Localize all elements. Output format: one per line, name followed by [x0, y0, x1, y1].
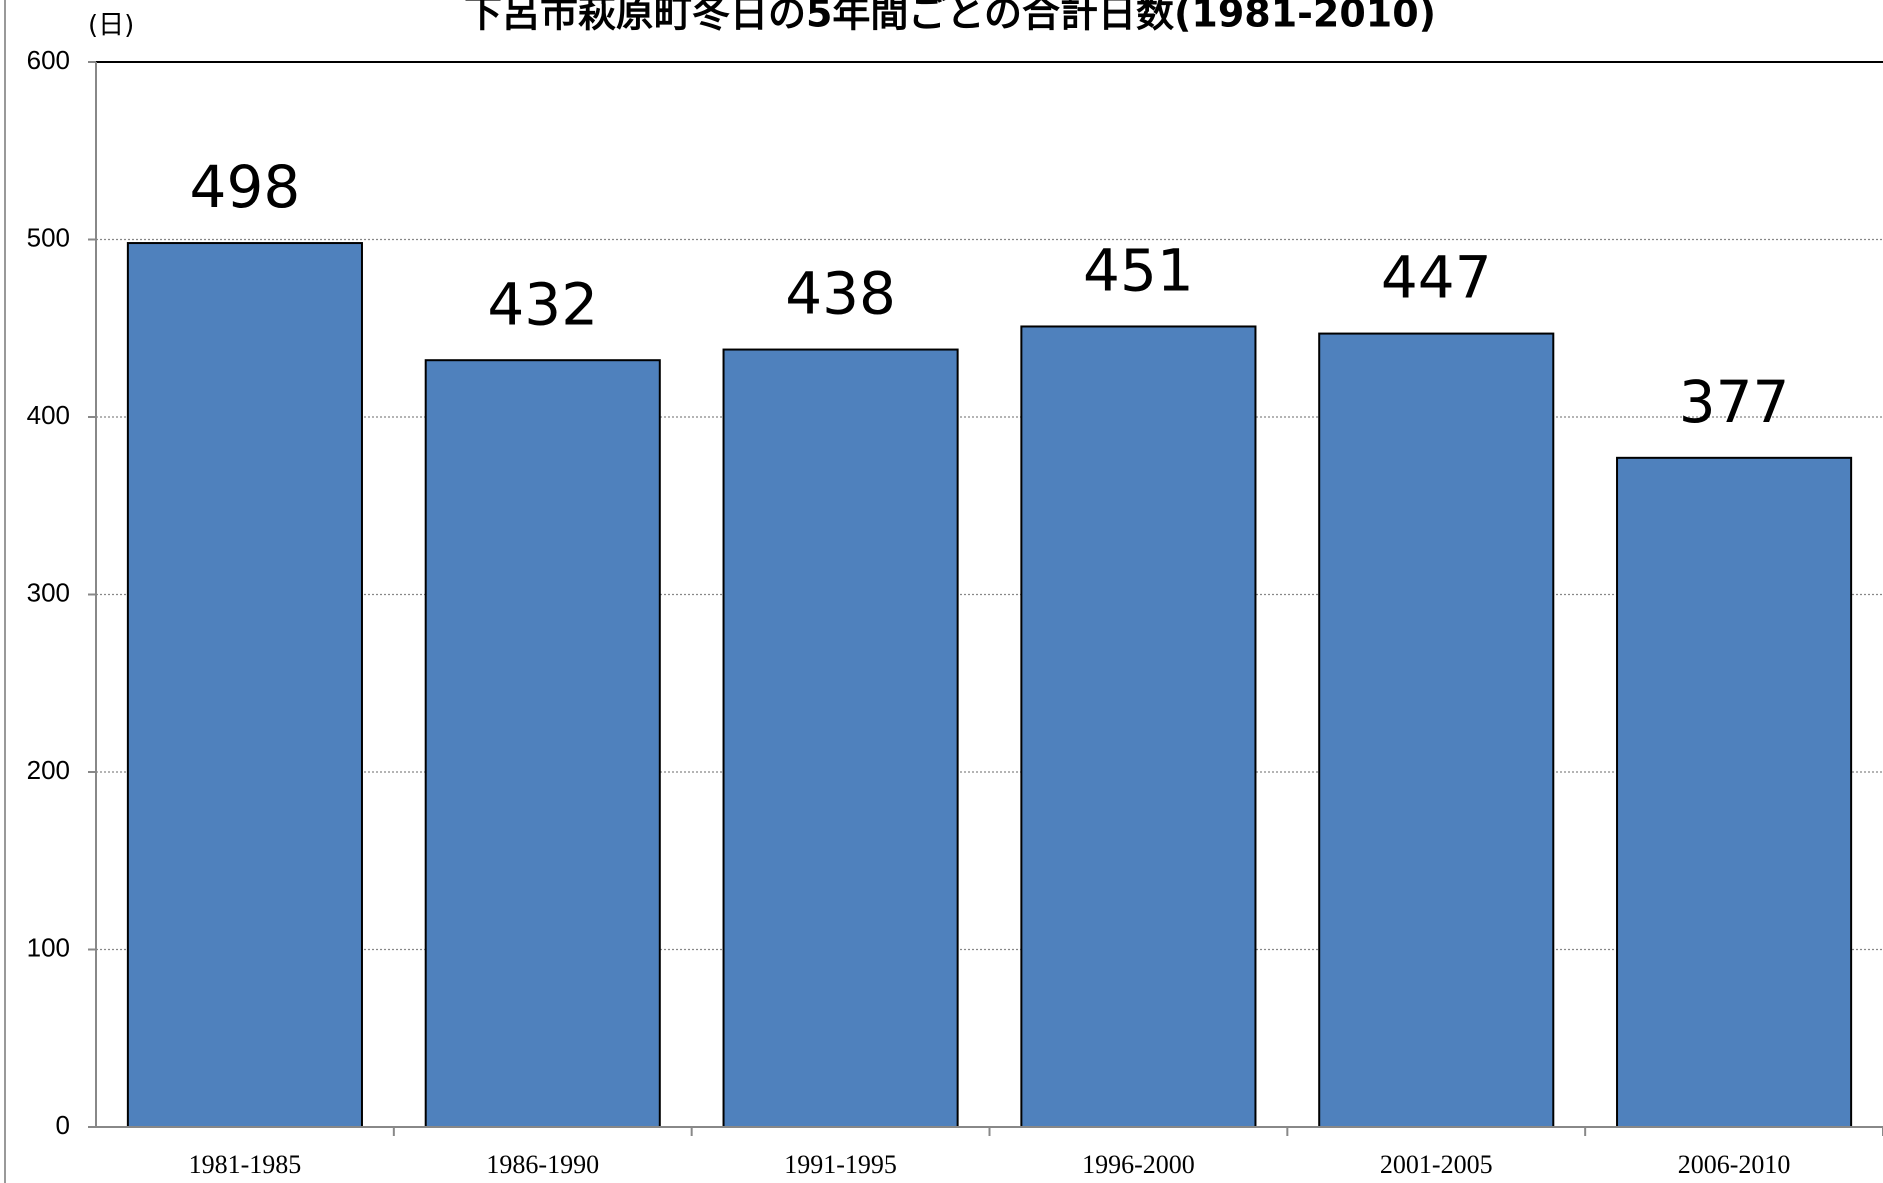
bar	[1318, 332, 1555, 1128]
value-label: 432	[487, 270, 598, 338]
y-tick-label: 0	[56, 1110, 70, 1140]
x-tick-label: 1991-1995	[784, 1150, 897, 1179]
bar	[1616, 456, 1853, 1128]
bar	[1020, 325, 1257, 1129]
bar	[722, 348, 959, 1128]
y-tick-label: 200	[27, 755, 70, 785]
y-tick-label: 500	[27, 222, 70, 252]
x-tick-label: 2006-2010	[1678, 1150, 1791, 1179]
y-tick-label: 100	[27, 932, 70, 962]
bar	[424, 359, 661, 1128]
x-tick-label: 1981-1985	[189, 1150, 302, 1179]
value-label: 438	[785, 260, 896, 328]
value-label: 498	[190, 153, 301, 221]
bar	[126, 242, 363, 1129]
y-tick-label: 300	[27, 577, 70, 607]
value-label: 447	[1381, 244, 1492, 312]
y-tick-label: 400	[27, 400, 70, 430]
x-tick-label: 1996-2000	[1082, 1150, 1195, 1179]
x-tick-label: 1986-1990	[486, 1150, 599, 1179]
x-tick-label: 2001-2005	[1380, 1150, 1493, 1179]
value-label: 377	[1679, 368, 1790, 436]
value-label: 451	[1083, 237, 1194, 305]
chart-title: 下呂市萩原町冬日の5年間ごとの合計日数(1981-2010)	[464, 0, 1436, 36]
y-tick-label: 600	[27, 45, 70, 75]
y-axis-label: (日)	[88, 11, 134, 41]
